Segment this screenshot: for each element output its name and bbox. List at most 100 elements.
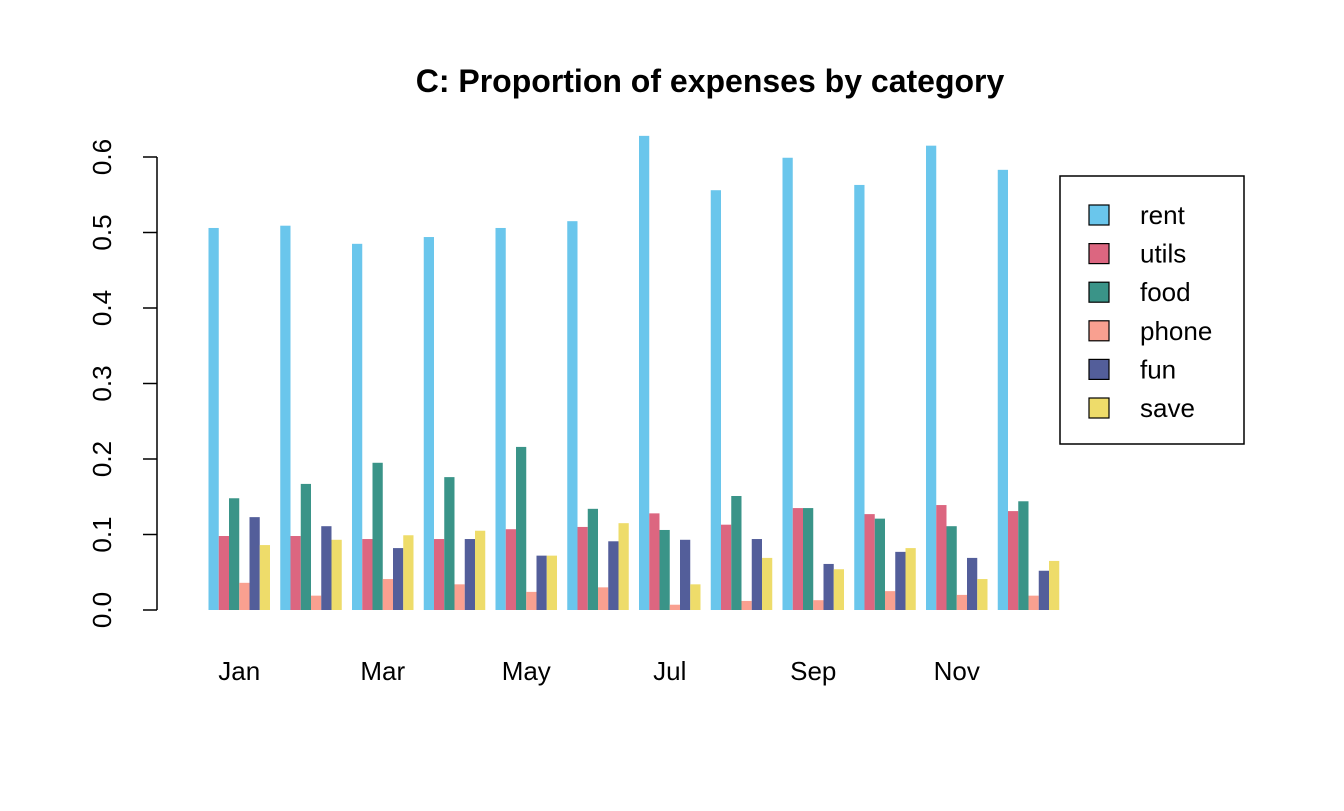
legend-label-utils: utils <box>1140 239 1186 269</box>
chart-title: C: Proportion of expenses by category <box>416 63 1005 99</box>
bar-group-feb <box>280 225 342 610</box>
bar-utils-apr <box>434 539 445 610</box>
bar-save-aug <box>762 557 773 610</box>
bar-utils-feb <box>290 536 301 610</box>
legend-swatch-save <box>1088 397 1110 419</box>
bar-food-sep <box>803 508 814 610</box>
bar-utils-sep <box>792 508 803 610</box>
bar-utils-nov <box>936 505 947 610</box>
x-tick-label: Sep <box>790 656 836 686</box>
bar-rent-jul <box>639 135 650 611</box>
bar-rent-nov <box>926 145 937 611</box>
legend-swatch-rent <box>1088 204 1110 226</box>
bar-fun-mar <box>393 548 404 610</box>
bar-group-dec <box>997 169 1060 610</box>
x-tick-label: Jan <box>218 656 260 686</box>
x-tick-label: Nov <box>934 656 980 686</box>
legend-swatch-fun <box>1088 358 1110 380</box>
bar-utils-may <box>505 529 516 610</box>
bar-save-jan <box>259 545 270 610</box>
bar-phone-jan <box>239 582 250 610</box>
bar-fun-aug <box>751 539 762 610</box>
bar-fun-dec <box>1038 570 1049 610</box>
bar-fun-jun <box>608 541 619 610</box>
legend-label-rent: rent <box>1140 200 1186 230</box>
bar-rent-apr <box>423 237 434 610</box>
bar-group-jul <box>639 135 701 611</box>
bar-food-mar <box>372 462 383 610</box>
bar-save-nov <box>977 579 988 610</box>
bar-save-mar <box>403 535 414 610</box>
x-tick-label: Mar <box>360 656 405 686</box>
bar-phone-oct <box>885 591 896 610</box>
bar-fun-jan <box>249 517 260 610</box>
legend-label-food: food <box>1140 277 1191 307</box>
legend: rent utils food phone fun save <box>1059 175 1245 445</box>
bar-save-jun <box>618 523 629 610</box>
bar-fun-jul <box>680 539 691 610</box>
bar-save-apr <box>475 530 486 610</box>
bar-save-may <box>546 555 557 610</box>
bar-rent-aug <box>710 190 721 610</box>
legend-label-fun: fun <box>1140 354 1176 384</box>
bar-utils-dec <box>1008 511 1019 610</box>
y-tick-label: 0.0 <box>87 592 117 628</box>
bar-rent-may <box>495 227 506 610</box>
x-tick-label: Jul <box>653 656 686 686</box>
bar-save-jul <box>690 584 701 610</box>
legend-label-phone: phone <box>1140 316 1212 346</box>
legend-swatch-food <box>1088 281 1110 303</box>
bar-rent-jan <box>208 227 219 610</box>
bar-phone-mar <box>382 579 393 610</box>
bar-food-nov <box>946 526 957 610</box>
y-axis: 0.0 0.1 0.2 0.3 0.4 0.5 0.6 <box>87 139 158 628</box>
x-tick-label: May <box>502 656 551 686</box>
legend-swatch-phone <box>1088 320 1110 342</box>
y-tick-label: 0.3 <box>87 365 117 401</box>
bar-food-jan <box>229 498 240 610</box>
bar-food-dec <box>1018 501 1029 610</box>
bar-utils-jul <box>649 513 660 610</box>
bar-save-dec <box>1049 560 1060 610</box>
bar-group-jun <box>567 221 629 611</box>
bar-rent-dec <box>997 169 1008 610</box>
bar-utils-mar <box>362 539 373 610</box>
bar-utils-aug <box>721 524 732 610</box>
bar-phone-nov <box>956 594 967 610</box>
bar-food-jul <box>659 529 670 610</box>
bar-rent-sep <box>782 157 793 610</box>
y-tick-label: 0.6 <box>87 139 117 175</box>
bar-fun-sep <box>823 563 834 610</box>
bar-fun-apr <box>464 539 475 610</box>
bar-utils-oct <box>864 514 875 610</box>
legend-label-save: save <box>1140 393 1195 423</box>
bar-save-sep <box>833 569 844 610</box>
bar-phone-jul <box>669 604 680 610</box>
bar-phone-jun <box>598 587 609 610</box>
legend-swatch-utils <box>1088 243 1110 265</box>
bar-food-jun <box>587 508 598 610</box>
y-tick-label: 0.5 <box>87 214 117 250</box>
bar-phone-feb <box>311 595 322 610</box>
bar-group-may <box>495 227 557 610</box>
bar-food-may <box>516 446 527 610</box>
bar-food-feb <box>300 483 311 610</box>
bar-fun-nov <box>967 557 978 610</box>
y-tick-label: 0.4 <box>87 290 117 326</box>
bar-utils-jun <box>577 526 588 610</box>
bar-rent-feb <box>280 225 291 610</box>
bar-food-apr <box>444 477 455 610</box>
bar-fun-may <box>536 555 547 610</box>
y-tick-label: 0.1 <box>87 516 117 552</box>
bar-group-aug <box>710 190 773 610</box>
bar-phone-dec <box>1028 595 1039 610</box>
bar-phone-may <box>526 591 537 610</box>
bar-utils-jan <box>218 536 229 610</box>
bar-food-aug <box>731 495 742 610</box>
bar-group-apr <box>423 237 486 610</box>
bar-rent-jun <box>567 221 578 611</box>
bar-group-oct <box>854 184 916 610</box>
bar-fun-oct <box>895 551 906 610</box>
bar-save-oct <box>905 548 916 610</box>
